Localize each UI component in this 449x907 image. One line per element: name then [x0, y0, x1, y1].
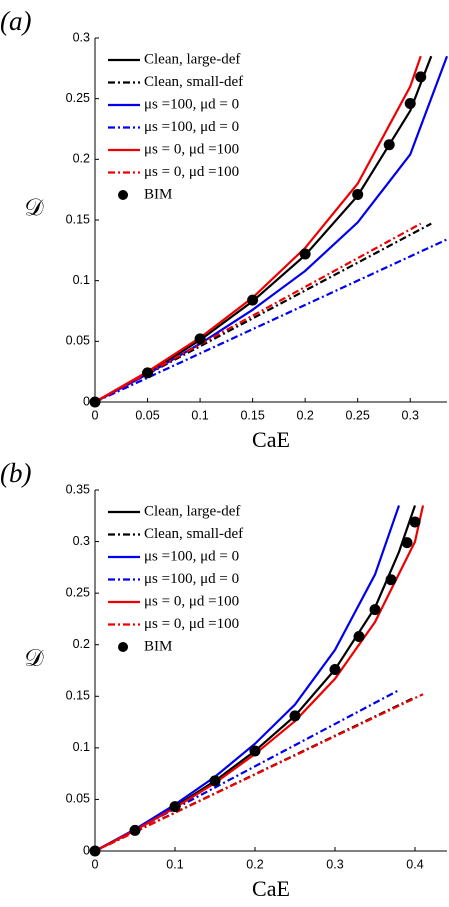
data-point	[142, 367, 154, 379]
y-tick-label: 0.3	[73, 534, 90, 548]
data-point	[409, 516, 421, 528]
legend-label: μs = 0, μd =100	[144, 616, 239, 632]
series-line	[94, 505, 417, 852]
legend-label: μs =100, μd = 0	[144, 96, 239, 112]
y-tick-label: 0.25	[66, 585, 90, 599]
data-point	[404, 98, 416, 110]
panel-label: (b)	[0, 458, 31, 488]
legend-label: Clean, large-def	[144, 51, 240, 67]
x-tick-label: 0.15	[240, 408, 264, 422]
data-point	[385, 574, 397, 586]
legend-label: μs = 0, μd =100	[144, 593, 239, 609]
legend-label: BIM	[144, 186, 172, 202]
y-tick-label: 0.25	[66, 91, 90, 105]
y-tick-label: 0	[83, 394, 90, 408]
series-line	[94, 505, 401, 852]
data-point	[249, 745, 261, 757]
data-point	[289, 710, 301, 722]
data-point	[299, 248, 311, 260]
x-tick-label: 0.2	[246, 857, 263, 871]
x-tick-label: 0.05	[135, 408, 159, 422]
data-point	[401, 537, 413, 549]
series-line	[94, 238, 448, 403]
data-point	[247, 294, 259, 306]
x-axis-label: CaE	[252, 427, 290, 452]
data-point	[169, 801, 181, 813]
series-line	[94, 55, 422, 403]
x-tick-label: 0.2	[296, 408, 313, 422]
data-point	[352, 189, 364, 201]
y-tick-label: 0.1	[73, 273, 90, 287]
data-point	[89, 396, 101, 408]
y-tick-label: 0.1	[73, 740, 90, 754]
y-tick-label: 0.2	[73, 637, 90, 651]
data-point	[209, 775, 221, 787]
series-line	[94, 693, 424, 852]
series-line	[94, 55, 449, 403]
x-tick-label: 0.4	[406, 857, 423, 871]
data-point	[129, 824, 141, 836]
x-tick-label: 0.25	[346, 408, 370, 422]
legend-label: μs =100, μd = 0	[144, 548, 239, 564]
y-tick-label: 0.3	[73, 30, 90, 44]
x-tick-label: 0.1	[166, 857, 183, 871]
y-tick-label: 0.15	[66, 212, 90, 226]
data-point	[89, 845, 101, 857]
legend-label: BIM	[144, 638, 172, 654]
legend-marker	[118, 642, 128, 652]
y-axis-label: 𝒟	[24, 196, 44, 222]
y-tick-label: 0.05	[66, 792, 90, 806]
legend-label: μs = 0, μd =100	[144, 141, 239, 157]
data-point	[369, 604, 381, 616]
y-tick-label: 0	[83, 843, 90, 857]
x-tick-label: 0.3	[402, 408, 419, 422]
x-tick-label: 0	[92, 408, 99, 422]
legend-marker	[118, 190, 128, 200]
x-tick-label: 0.1	[191, 408, 208, 422]
legend-label: μs =100, μd = 0	[144, 119, 239, 135]
y-tick-label: 0.15	[66, 689, 90, 703]
data-point	[353, 630, 365, 642]
data-point	[329, 663, 341, 675]
y-axis-label: 𝒟	[24, 646, 44, 672]
panel-label: (a)	[0, 6, 31, 36]
legend-label: μs = 0, μd =100	[144, 164, 239, 180]
legend-label: Clean, large-def	[144, 503, 240, 519]
y-tick-label: 0.35	[66, 482, 90, 496]
series-line	[94, 689, 400, 852]
x-axis-label: CaE	[252, 876, 290, 901]
x-tick-label: 0	[92, 857, 99, 871]
legend-label: Clean, small-def	[144, 526, 243, 542]
data-point	[194, 333, 206, 345]
data-point	[383, 139, 395, 151]
data-point	[415, 71, 427, 83]
legend-label: μs =100, μd = 0	[144, 571, 239, 587]
x-tick-label: 0.3	[326, 857, 343, 871]
y-tick-label: 0.05	[66, 334, 90, 348]
legend-label: Clean, small-def	[144, 74, 243, 90]
y-tick-label: 0.2	[73, 152, 90, 166]
